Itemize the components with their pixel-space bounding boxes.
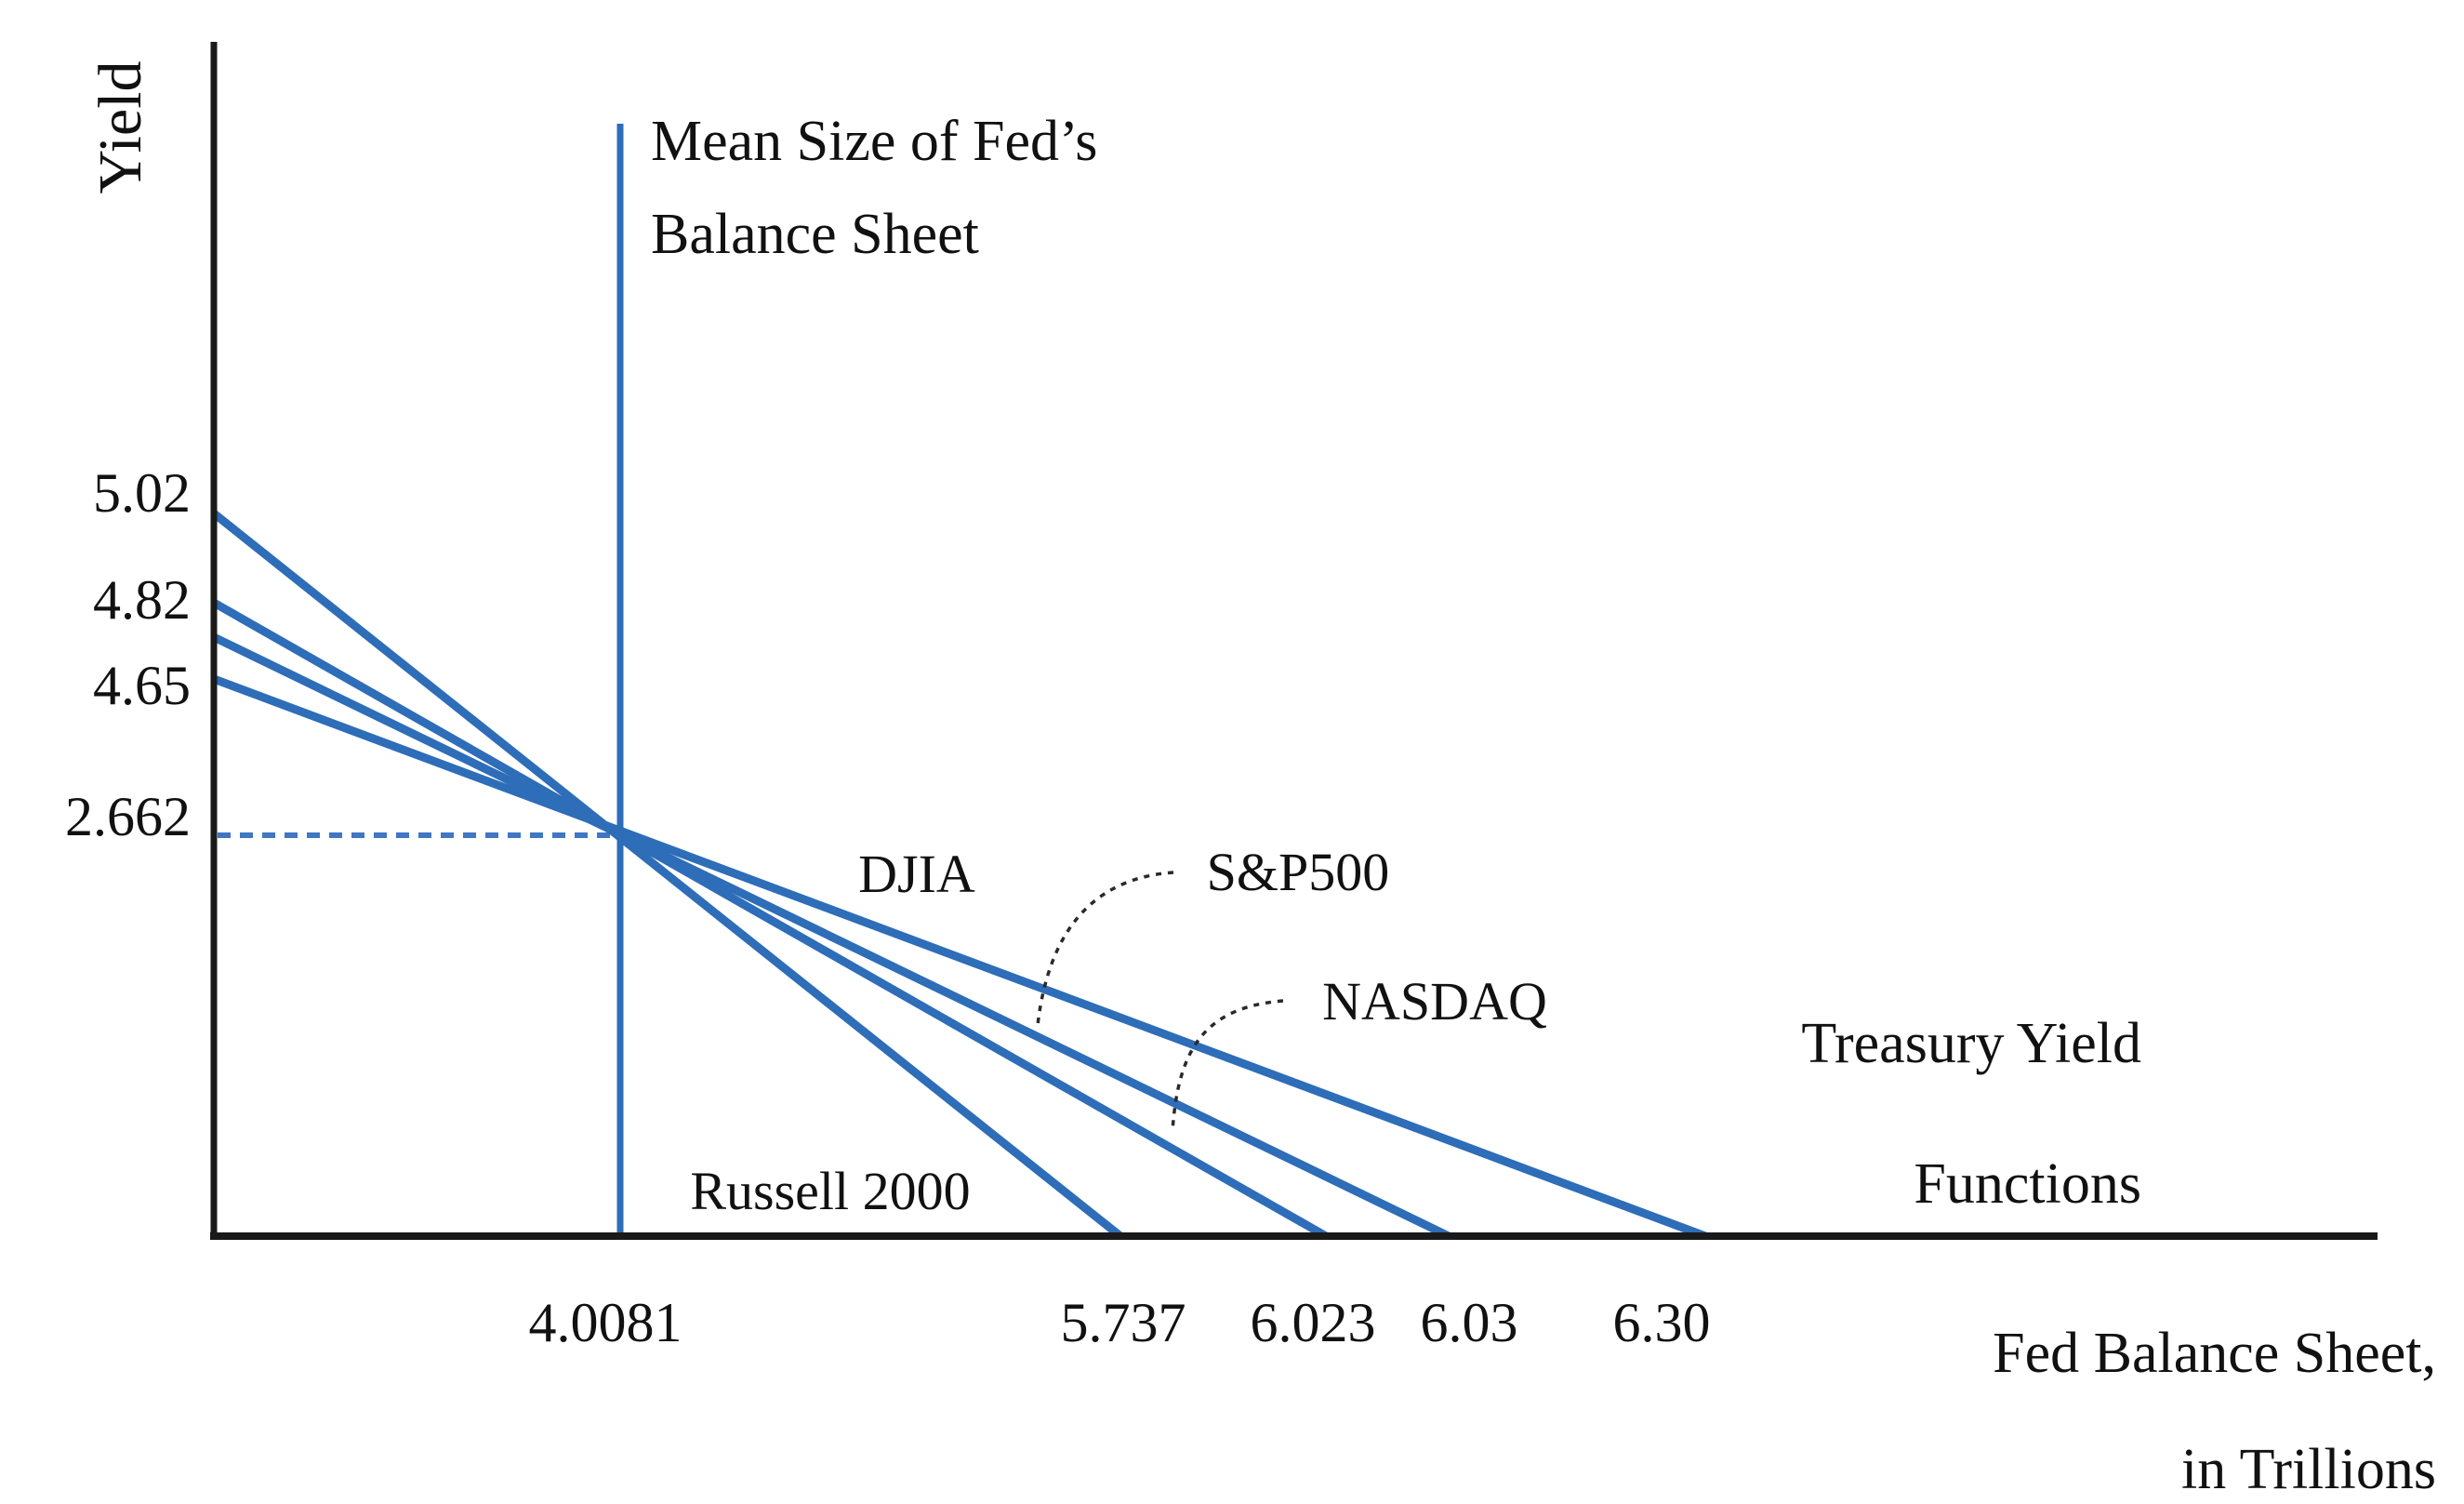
x-tick-6.30: 6.30 xyxy=(1612,1292,1711,1353)
x-tick-5.737: 5.737 xyxy=(1060,1292,1186,1353)
y-tick-4.82: 4.82 xyxy=(93,569,191,631)
x-tick-6.03: 6.03 xyxy=(1420,1292,1518,1353)
mean-balance-sheet-annotation-line1: Mean Size of Fed’s xyxy=(651,110,1098,173)
y-tick-2.662: 2.662 xyxy=(65,786,191,847)
sp500-line xyxy=(212,632,1451,1241)
mean-balance-sheet-annotation: Mean Size of Fed’s Balance Sheet xyxy=(651,95,1097,281)
djia-line xyxy=(212,674,1707,1241)
y-tick-5.02: 5.02 xyxy=(93,462,191,524)
sp500-label: S&P500 xyxy=(1206,842,1390,902)
x-axis-title-line2: in Trillions xyxy=(2181,1438,2436,1501)
treasury-yield-functions-label-line1: Treasury Yield xyxy=(1801,1012,2141,1075)
x-tick-4.0081: 4.0081 xyxy=(528,1292,682,1353)
russell-2000-line xyxy=(211,510,1123,1240)
nasdaq-label: NASDAQ xyxy=(1322,971,1547,1032)
x-tick-6.023: 6.023 xyxy=(1250,1292,1376,1353)
djia-label: DJIA xyxy=(858,844,975,904)
x-axis-title-line1: Fed Balance Sheet, xyxy=(1993,1322,2436,1385)
nasdaq-callout-curve xyxy=(1171,999,1284,1132)
sp500-callout-curve xyxy=(1036,871,1174,1026)
y-tick-4.65: 4.65 xyxy=(93,655,191,716)
mean-balance-sheet-annotation-line2: Balance Sheet xyxy=(651,203,979,266)
y-axis-title: Yield xyxy=(86,60,154,194)
russell-2000-label: Russell 2000 xyxy=(690,1161,971,1221)
treasury-yield-functions-label-line2: Functions xyxy=(1914,1152,2141,1216)
nasdaq-line xyxy=(211,599,1329,1240)
